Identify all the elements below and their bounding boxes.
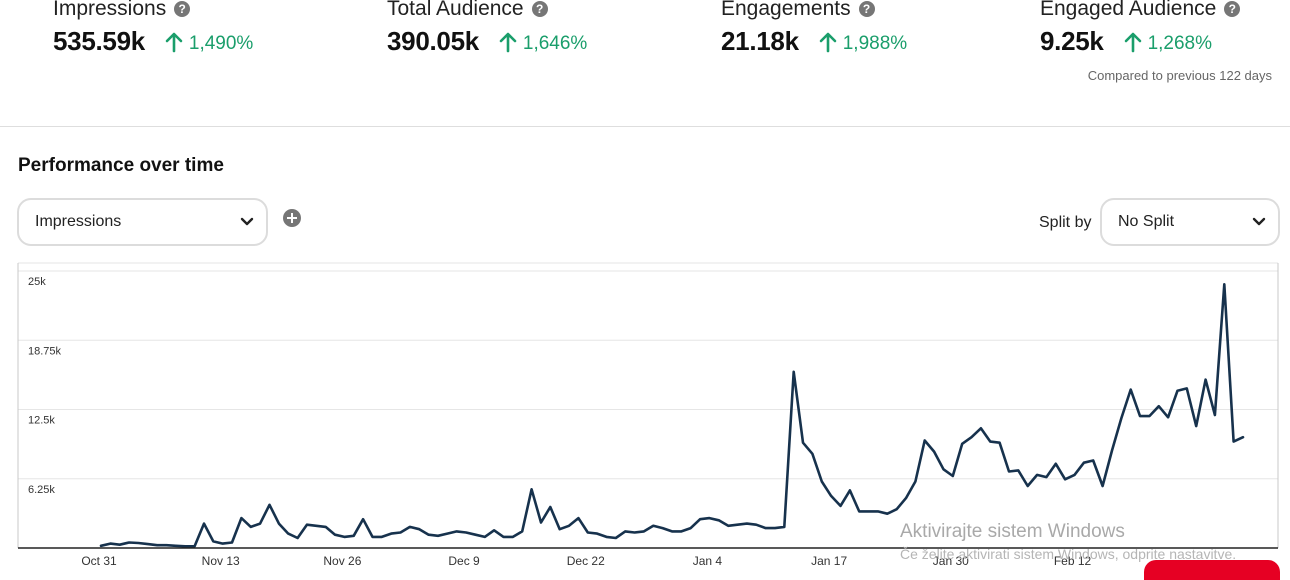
x-tick-label: Jan 17: [811, 554, 847, 568]
arrow-up-icon: [165, 32, 183, 52]
arrow-up-icon: [819, 32, 837, 52]
x-tick-label: Jan 30: [933, 554, 969, 568]
impressions-line-chart: 6.25k 12.5k 18.75k 25k Oct 31 Nov 13 Nov 26 De…: [17, 262, 1279, 568]
help-icon[interactable]: ?: [531, 1, 548, 17]
metric-dropdown-value: Impressions: [35, 213, 122, 230]
split-dropdown[interactable]: No Split: [1100, 198, 1280, 246]
metric-value: 9.25k: [1040, 26, 1104, 56]
split-by-label: Split by: [1039, 214, 1092, 231]
y-tick-label: 18.75k: [28, 345, 62, 357]
help-icon[interactable]: ?: [174, 1, 191, 17]
metric-title: Total Audience: [387, 0, 524, 20]
x-tick-label: Jan 4: [693, 554, 723, 568]
metric-value: 390.05k: [387, 26, 479, 56]
y-tick-label: 6.25k: [28, 484, 55, 496]
x-tick-label: Dec 22: [567, 554, 605, 568]
windows-activation-hint: Če želite aktivirati sistem Windows, odp…: [900, 546, 1237, 562]
section-title: Performance over time: [18, 155, 224, 176]
metric-change: 1,988%: [842, 32, 908, 54]
help-icon[interactable]: ?: [1224, 1, 1241, 17]
metric-engaged-audience: Engaged Audience? 9.25k 1,268%: [1040, 0, 1241, 57]
red-action-button[interactable]: [1144, 560, 1280, 580]
y-tick-label: 12.5k: [28, 415, 55, 427]
metric-engagements: Engagements? 21.18k 1,988%: [721, 0, 907, 57]
metric-value: 535.59k: [53, 26, 145, 56]
x-tick-label: Dec 9: [448, 554, 480, 568]
windows-activation-title: Aktivirajte sistem Windows: [900, 521, 1125, 542]
metric-total-audience: Total Audience? 390.05k 1,646%: [387, 0, 587, 57]
metric-change: 1,646%: [522, 32, 588, 54]
help-icon[interactable]: ?: [858, 1, 875, 17]
add-metric-icon[interactable]: [283, 209, 301, 227]
arrow-up-icon: [499, 32, 517, 52]
x-tick-label: Nov 13: [202, 554, 240, 568]
y-tick-label: 25k: [28, 276, 46, 288]
series-line: [99, 283, 1245, 548]
x-tick-label: Oct 31: [81, 554, 117, 568]
metric-dropdown[interactable]: Impressions: [17, 198, 268, 246]
chevron-down-icon: [1252, 217, 1266, 226]
metric-impressions: Impressions? 535.59k 1,490%: [53, 0, 253, 57]
comparison-note: Compared to previous 122 days: [1087, 68, 1272, 83]
x-tick-label: Nov 26: [323, 554, 361, 568]
chevron-down-icon: [240, 217, 254, 226]
arrow-up-icon: [1124, 32, 1141, 52]
metric-title: Impressions: [53, 0, 167, 20]
section-divider: [0, 126, 1290, 127]
split-dropdown-value: No Split: [1118, 213, 1175, 230]
metric-change: 1,268%: [1147, 32, 1213, 54]
x-tick-label: Feb 12: [1054, 554, 1092, 568]
metric-title: Engaged Audience: [1040, 0, 1217, 20]
metric-change: 1,490%: [188, 32, 254, 54]
metric-title: Engagements: [721, 0, 851, 20]
metric-value: 21.18k: [721, 26, 799, 56]
